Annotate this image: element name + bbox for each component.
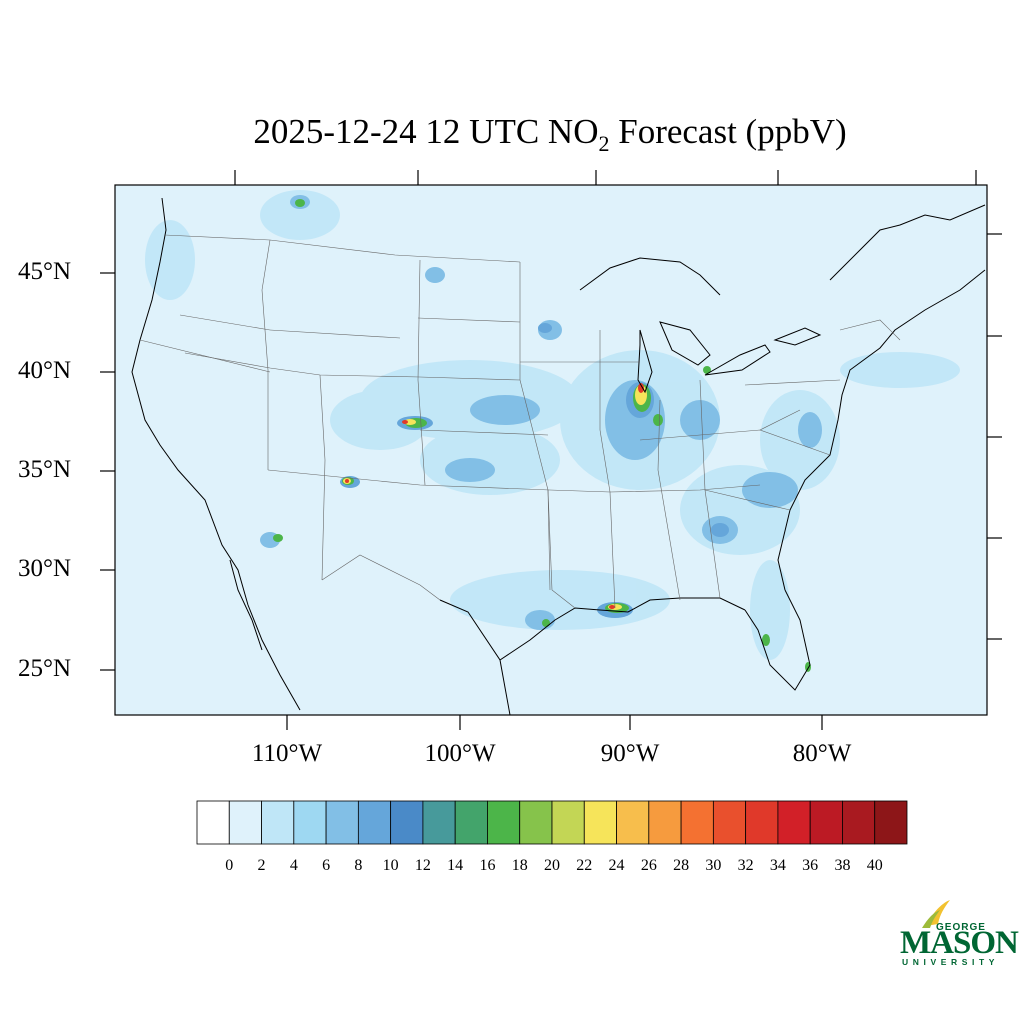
colorbar-swatch-15	[680, 800, 714, 845]
colorbar-swatch-14	[648, 800, 682, 845]
colorbar-tick-label: 10	[382, 857, 399, 874]
title-suffix: Forecast (ppbV)	[609, 112, 847, 151]
lat-label-30n: 30°N	[18, 555, 72, 582]
colorbar-tick-label: 26	[640, 857, 657, 874]
colorbar-swatch-16	[712, 800, 747, 845]
no2-field	[145, 190, 960, 672]
lat-label-40n: 40°N	[18, 357, 72, 384]
lon-label-100w: 100°W	[424, 740, 496, 767]
colorbar	[196, 800, 908, 845]
colorbar-swatch-7	[422, 800, 456, 845]
colorbar-tick-label: 40	[866, 857, 883, 874]
colorbar-tick-label: 22	[576, 857, 593, 874]
colorbar-swatch-5	[357, 800, 392, 845]
map-frame	[114, 184, 988, 716]
colorbar-swatch-12	[583, 800, 617, 845]
colorbar-tick-label: 20	[544, 857, 560, 874]
colorbar-swatch-4	[325, 800, 359, 845]
colorbar-swatch-11	[551, 800, 585, 845]
colorbar-swatch-17	[745, 800, 779, 845]
colorbar-tick-label: 28	[673, 857, 690, 874]
colorbar-swatch-3	[293, 800, 327, 845]
lat-label-25n: 25°N	[18, 655, 72, 682]
title-subscript: 2	[598, 131, 610, 156]
colorbar-tick-label: 36	[802, 857, 819, 874]
colorbar-swatch-10	[519, 800, 553, 845]
colorbar-swatch-21	[874, 800, 908, 845]
colorbar-swatch-19	[809, 800, 843, 845]
colorbar-tick-label: 32	[737, 857, 754, 874]
logo-flame-icon	[922, 900, 950, 928]
colorbar-tick-label: 0	[225, 857, 234, 874]
colorbar-tick-label: 12	[414, 857, 431, 874]
colorbar-tick-label: 38	[834, 857, 851, 874]
colorbar-swatch-9	[487, 800, 521, 845]
lon-label-80w: 80°W	[792, 740, 852, 767]
logo-mason: MASON	[900, 925, 1019, 961]
colorbar-tick-label: 2	[257, 857, 266, 874]
colorbar-swatch-8	[454, 800, 488, 845]
colorbar-swatch-20	[842, 800, 876, 845]
lon-label-110w: 110°W	[251, 740, 323, 767]
colorbar-swatch-2	[261, 800, 295, 845]
map-ticks	[100, 170, 1002, 730]
colorbar-tick-label: 18	[511, 857, 528, 874]
colorbar-tick-label: 30	[705, 857, 722, 874]
colorbar-tick-label: 14	[447, 857, 464, 874]
lat-label-35n: 35°N	[18, 456, 72, 483]
state-boundaries	[139, 234, 901, 609]
colorbar-swatch-6	[390, 800, 424, 845]
title-prefix: 2025-12-24 12 UTC NO	[253, 112, 599, 151]
logo-george: GEORGE	[936, 922, 986, 933]
colorbar-tick-label: 16	[479, 857, 496, 874]
colorbar-swatch-1	[228, 800, 262, 845]
lon-label-90w: 90°W	[600, 740, 660, 767]
colorbar-tick-label: 8	[354, 857, 363, 874]
colorbar-swatch-13	[616, 800, 650, 845]
chart-title: 2025-12-24 12 UTC NO2 Forecast (ppbV)	[0, 112, 1024, 157]
logo-university: UNIVERSITY	[902, 957, 1000, 967]
colorbar-tick-label: 6	[322, 857, 331, 874]
colorbar-tick-label: 24	[608, 857, 625, 874]
lat-label-45n: 45°N	[18, 258, 72, 285]
colorbar-swatch-0	[196, 800, 230, 845]
colorbar-swatch-18	[777, 800, 811, 845]
colorbar-tick-label: 4	[289, 857, 298, 874]
colorbar-tick-label: 34	[769, 857, 786, 874]
